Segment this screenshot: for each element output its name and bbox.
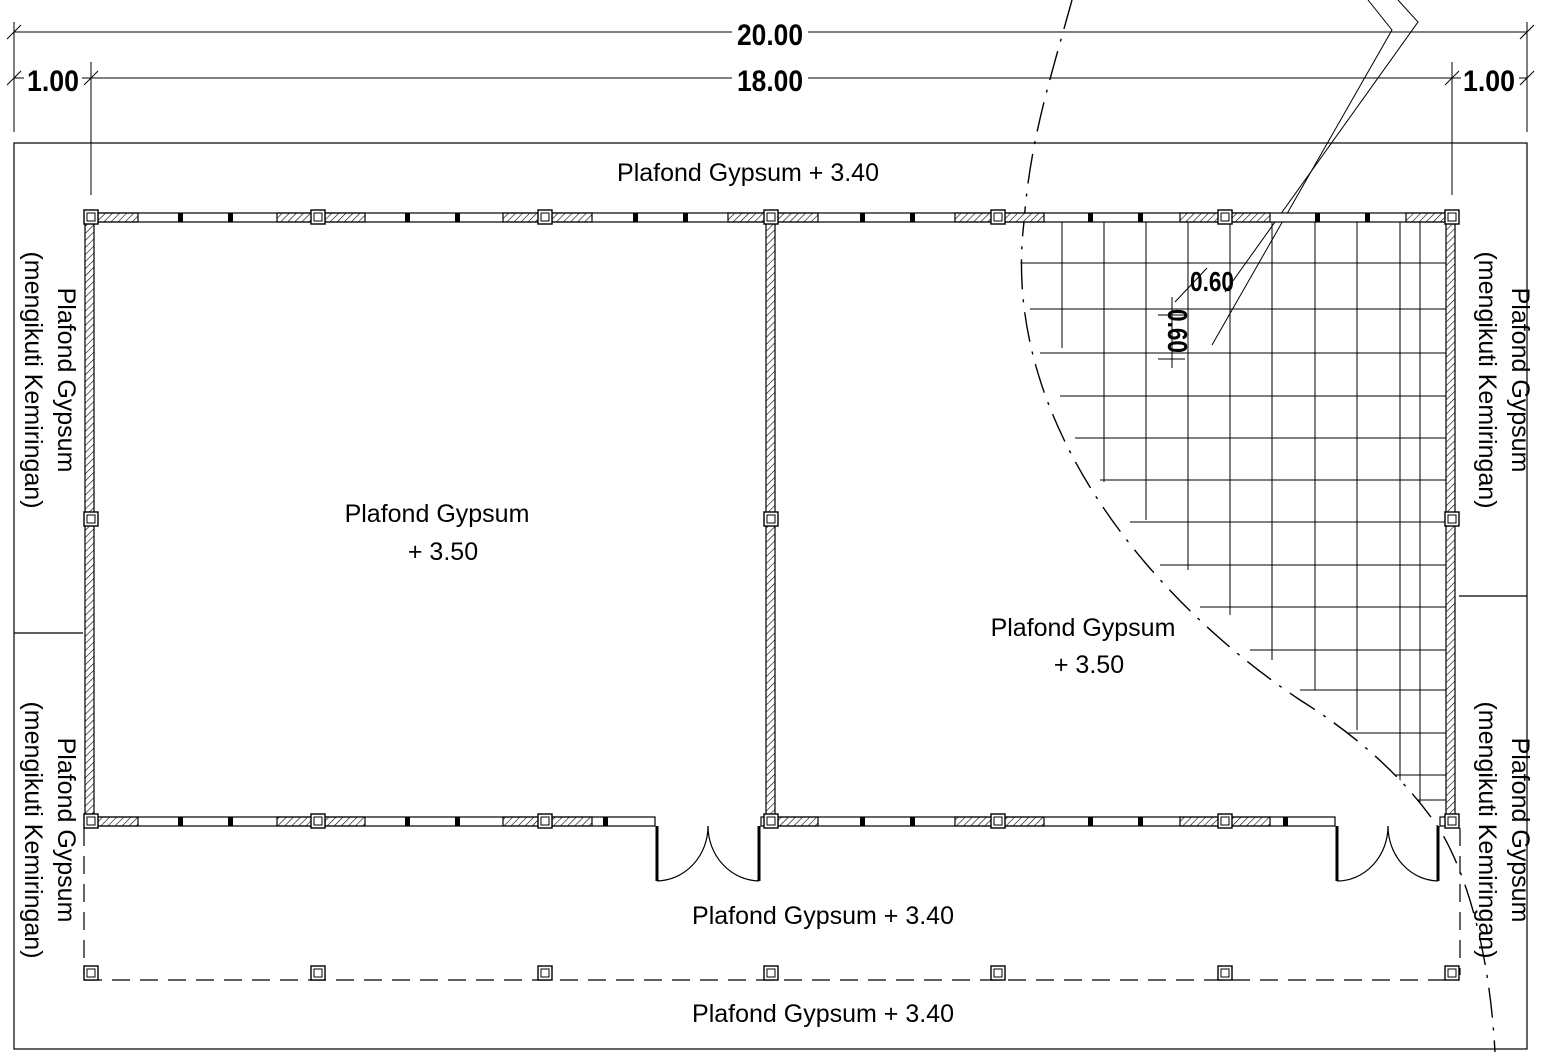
gypsum-grid — [1018, 222, 1446, 820]
column-core-5 — [1220, 212, 1230, 222]
label-top: Plafond Gypsum + 3.40 — [617, 159, 879, 187]
column-3 — [763, 209, 779, 225]
column-6 — [1444, 209, 1460, 225]
column-9 — [537, 813, 553, 829]
column-core-12 — [1220, 816, 1230, 826]
column-core-21 — [86, 514, 96, 524]
column-22 — [763, 511, 779, 527]
label-bottom: Plafond Gypsum + 3.40 — [692, 1000, 954, 1028]
label-corridor: Plafond Gypsum + 3.40 — [692, 902, 954, 930]
column-10 — [763, 813, 779, 829]
column-core-8 — [313, 816, 323, 826]
column-core-18 — [993, 968, 1003, 978]
column-11 — [990, 813, 1006, 829]
side-label-left-lower-line1: Plafond Gypsum — [52, 738, 80, 923]
column-2 — [537, 209, 553, 225]
column-5 — [1217, 209, 1233, 225]
column-core-6 — [1447, 212, 1457, 222]
dim-inner: 18.00 — [737, 65, 803, 98]
column-core-17 — [766, 968, 776, 978]
column-core-0 — [86, 212, 96, 222]
side-label-left-lower-line2: (mengikuti Kemiringan) — [19, 701, 47, 958]
side-label-right-lower-line2: (mengikuti Kemiringan) — [1473, 701, 1501, 958]
side-label-left-lower: Plafond Gypsum (mengikuti Kemiringan) — [19, 701, 80, 958]
column-15 — [310, 965, 326, 981]
column-8 — [310, 813, 326, 829]
side-label-left-upper-line2: (mengikuti Kemiringan) — [19, 251, 47, 508]
side-label-right-lower: Plafond Gypsum (mengikuti Kemiringan) — [1473, 701, 1534, 958]
side-label-left-upper-line1: Plafond Gypsum — [52, 288, 80, 473]
grid-mask — [1000, 222, 1440, 830]
column-16 — [537, 965, 553, 981]
dim-overall: 20.00 — [737, 19, 803, 52]
column-20 — [1444, 965, 1460, 981]
column-core-14 — [86, 968, 96, 978]
column-core-11 — [993, 816, 1003, 826]
column-0 — [83, 209, 99, 225]
dim-left-offset: 1.00 — [27, 65, 79, 98]
column-23 — [1444, 511, 1460, 527]
leader-lines — [1158, 0, 1419, 368]
column-7 — [83, 813, 99, 829]
column-21 — [83, 511, 99, 527]
doors — [655, 825, 1440, 882]
outer-boundary — [13, 142, 1528, 1050]
column-17 — [763, 965, 779, 981]
label-room-left-line1: Plafond Gypsum — [345, 500, 530, 528]
grid-dim-vertical: 0.60 — [1162, 309, 1193, 353]
label-room-left-line2: + 3.50 — [408, 538, 478, 566]
label-room-right-line1: Plafond Gypsum — [991, 614, 1176, 642]
label-room-right-line2: + 3.50 — [1054, 651, 1124, 679]
column-19 — [1217, 965, 1233, 981]
side-label-right-lower-line1: Plafond Gypsum — [1506, 738, 1534, 923]
section-break-curve — [1020, 0, 1496, 1053]
side-label-left-upper: Plafond Gypsum (mengikuti Kemiringan) — [19, 251, 80, 508]
column-4 — [990, 209, 1006, 225]
column-core-3 — [766, 212, 776, 222]
dimension-labels: 20.00 18.00 1.00 1.00 — [24, 16, 1519, 98]
dim-right-offset: 1.00 — [1463, 65, 1515, 98]
column-core-20 — [1447, 968, 1457, 978]
side-label-right-upper-line1: Plafond Gypsum — [1506, 288, 1534, 473]
column-core-9 — [540, 816, 550, 826]
column-12 — [1217, 813, 1233, 829]
column-14 — [83, 965, 99, 981]
column-core-16 — [540, 968, 550, 978]
column-1 — [310, 209, 326, 225]
column-core-1 — [313, 212, 323, 222]
column-core-2 — [540, 212, 550, 222]
column-core-19 — [1220, 968, 1230, 978]
column-18 — [990, 965, 1006, 981]
columns — [83, 209, 1460, 981]
column-core-13 — [1447, 816, 1457, 826]
side-label-right-upper-line2: (mengikuti Kemiringan) — [1473, 251, 1501, 508]
column-core-23 — [1447, 514, 1457, 524]
column-core-7 — [86, 816, 96, 826]
column-core-22 — [766, 514, 776, 524]
column-core-10 — [766, 816, 776, 826]
column-13 — [1444, 813, 1460, 829]
column-core-4 — [993, 212, 1003, 222]
window-mullions — [178, 213, 1370, 826]
grid-dim-horizontal: 0.60 — [1190, 266, 1234, 297]
column-core-15 — [313, 968, 323, 978]
side-label-right-upper: Plafond Gypsum (mengikuti Kemiringan) — [1473, 251, 1534, 508]
